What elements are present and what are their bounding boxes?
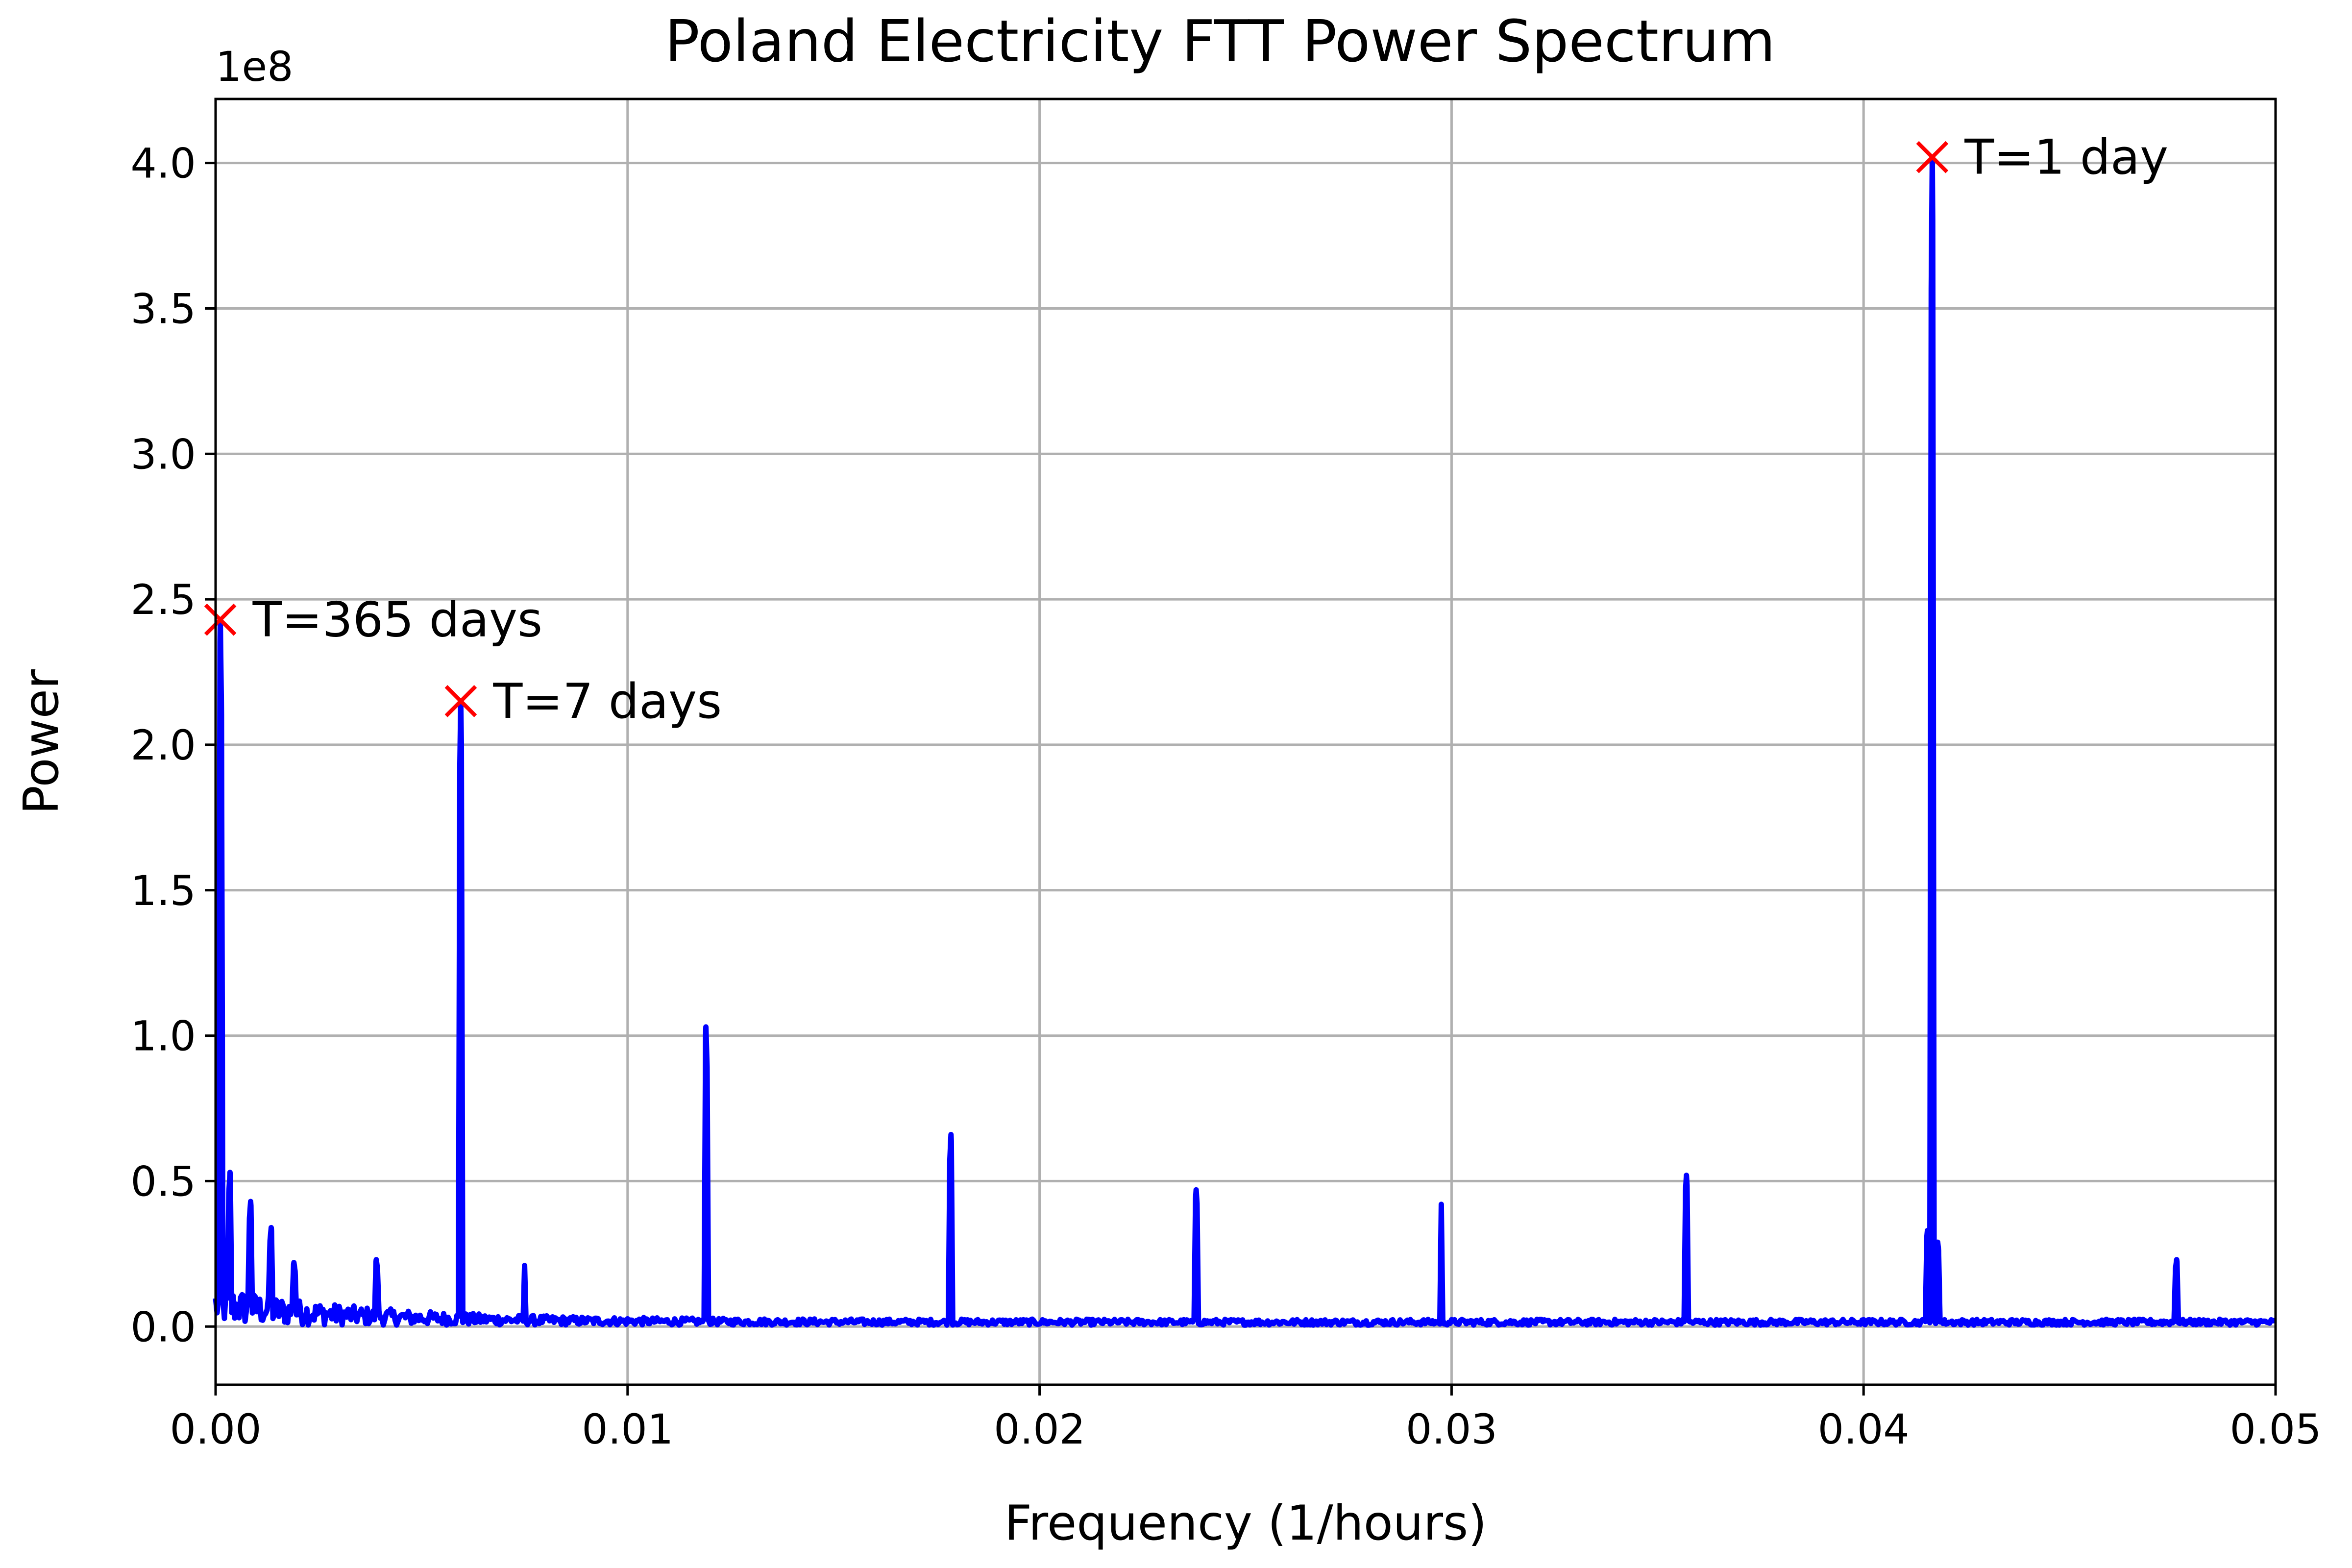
x-tick-label: 0.00 — [170, 1405, 261, 1453]
x-axis-ticks: 0.00 0.01 0.02 0.03 0.04 0.05 — [170, 1385, 2322, 1453]
peak-annotation: T=365 days — [252, 592, 543, 648]
peak-markers: T=365 days T=7 days T=1 day — [204, 130, 2168, 730]
y-tick-label: 0.0 — [130, 1303, 196, 1351]
y-tick-label: 4.0 — [130, 140, 196, 188]
x-axis-label: Frequency (1/hours) — [1004, 1495, 1487, 1551]
series-line — [213, 154, 2277, 1328]
y-tick-label: 1.0 — [130, 1012, 196, 1060]
grid-lines — [214, 99, 2277, 1385]
x-tick-label: 0.05 — [2230, 1405, 2321, 1453]
y-tick-label: 3.0 — [130, 430, 196, 478]
peak-marker-x — [204, 603, 237, 636]
x-tick-label: 0.01 — [582, 1405, 673, 1453]
x-tick-label: 0.03 — [1406, 1405, 1497, 1453]
y-tick-label: 3.5 — [130, 285, 196, 333]
x-tick-label: 0.04 — [1818, 1405, 1910, 1453]
y-axis-ticks: 0.0 0.5 1.0 1.5 2.0 2.5 3.0 3.5 4.0 — [130, 140, 216, 1351]
y-tick-label: 0.5 — [130, 1157, 196, 1205]
y-tick-label: 1.5 — [130, 867, 196, 915]
peak-annotation: T=7 days — [492, 674, 722, 730]
y-tick-label: 2.5 — [130, 576, 196, 624]
chart-title: Poland Electricity FTT Power Spectrum — [665, 7, 1776, 75]
plot-area — [213, 154, 2277, 1328]
y-axis-label: Power — [14, 669, 70, 814]
y-tick-label: 2.0 — [130, 721, 196, 769]
x-tick-label: 0.02 — [994, 1405, 1085, 1453]
plot-frame — [214, 98, 2277, 1386]
peak-marker-x — [1916, 141, 1949, 173]
peak-marker-x — [444, 685, 477, 717]
peak-annotation: T=1 day — [1964, 130, 2168, 186]
y-offset-label: 1e8 — [216, 43, 294, 91]
